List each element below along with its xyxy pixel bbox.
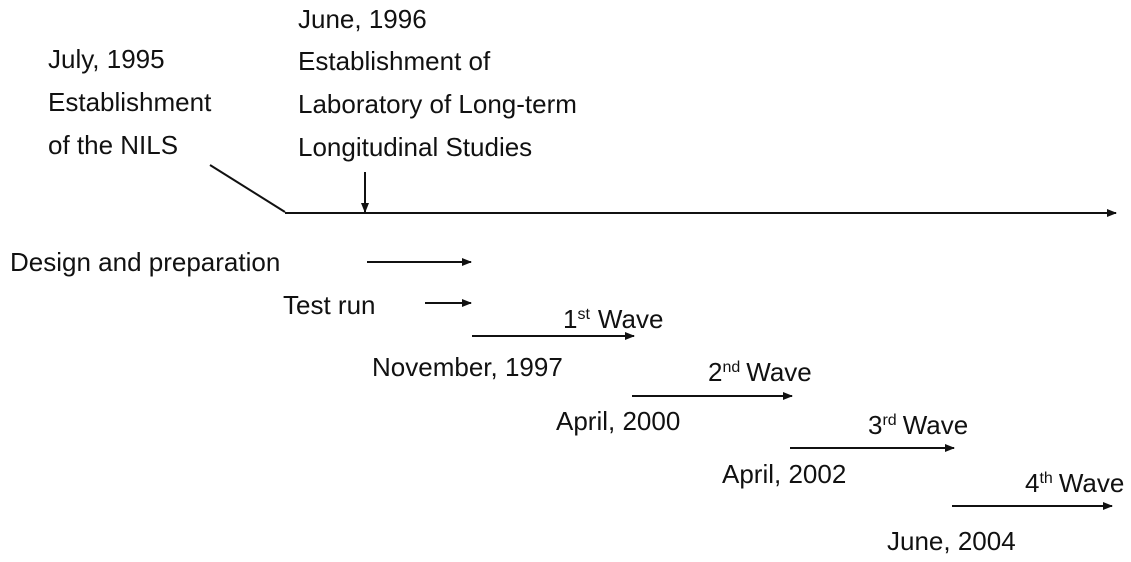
text-line: Establishment [48, 87, 212, 117]
wave-label: 4th Wave [1025, 468, 1124, 498]
text-line: June, 1996 [298, 4, 427, 34]
wave-label: 1st Wave [563, 304, 663, 334]
text-line: Establishment of [298, 46, 491, 76]
phase-label: Design and preparation [10, 247, 280, 277]
text-line: Longitudinal Studies [298, 132, 532, 162]
text-line: 4 [1025, 468, 1039, 498]
text-line: 1 [563, 304, 577, 334]
text-line: 2 [708, 357, 722, 387]
wave-date: November, 1997 [372, 352, 563, 382]
text-line: nd [722, 359, 740, 376]
wave-date: April, 2000 [556, 406, 680, 436]
event-label: July, 1995 Establishment of the NILS [48, 44, 219, 160]
text-line: of the NILS [48, 130, 178, 160]
wave-label: 2nd Wave [708, 357, 812, 387]
wave-date: April, 2002 [722, 459, 846, 489]
text-line: rd [882, 412, 896, 429]
event-pointer [209, 164, 286, 213]
text-line: Wave [598, 304, 664, 334]
wave-label: 3rd Wave [868, 410, 968, 440]
phase-label: Test run [283, 290, 376, 320]
text-line: July, 1995 [48, 44, 165, 74]
text-line: st [577, 306, 590, 323]
text-line: Laboratory of Long-term [298, 89, 577, 119]
text-line: th [1039, 470, 1052, 487]
text-line: Wave [903, 410, 969, 440]
text-line: Wave [746, 357, 812, 387]
wave-date: June, 2004 [887, 526, 1016, 556]
text-line: Wave [1059, 468, 1125, 498]
text-line: 3 [868, 410, 882, 440]
event-label: June, 1996 Establishment of Laboratory o… [298, 4, 584, 162]
